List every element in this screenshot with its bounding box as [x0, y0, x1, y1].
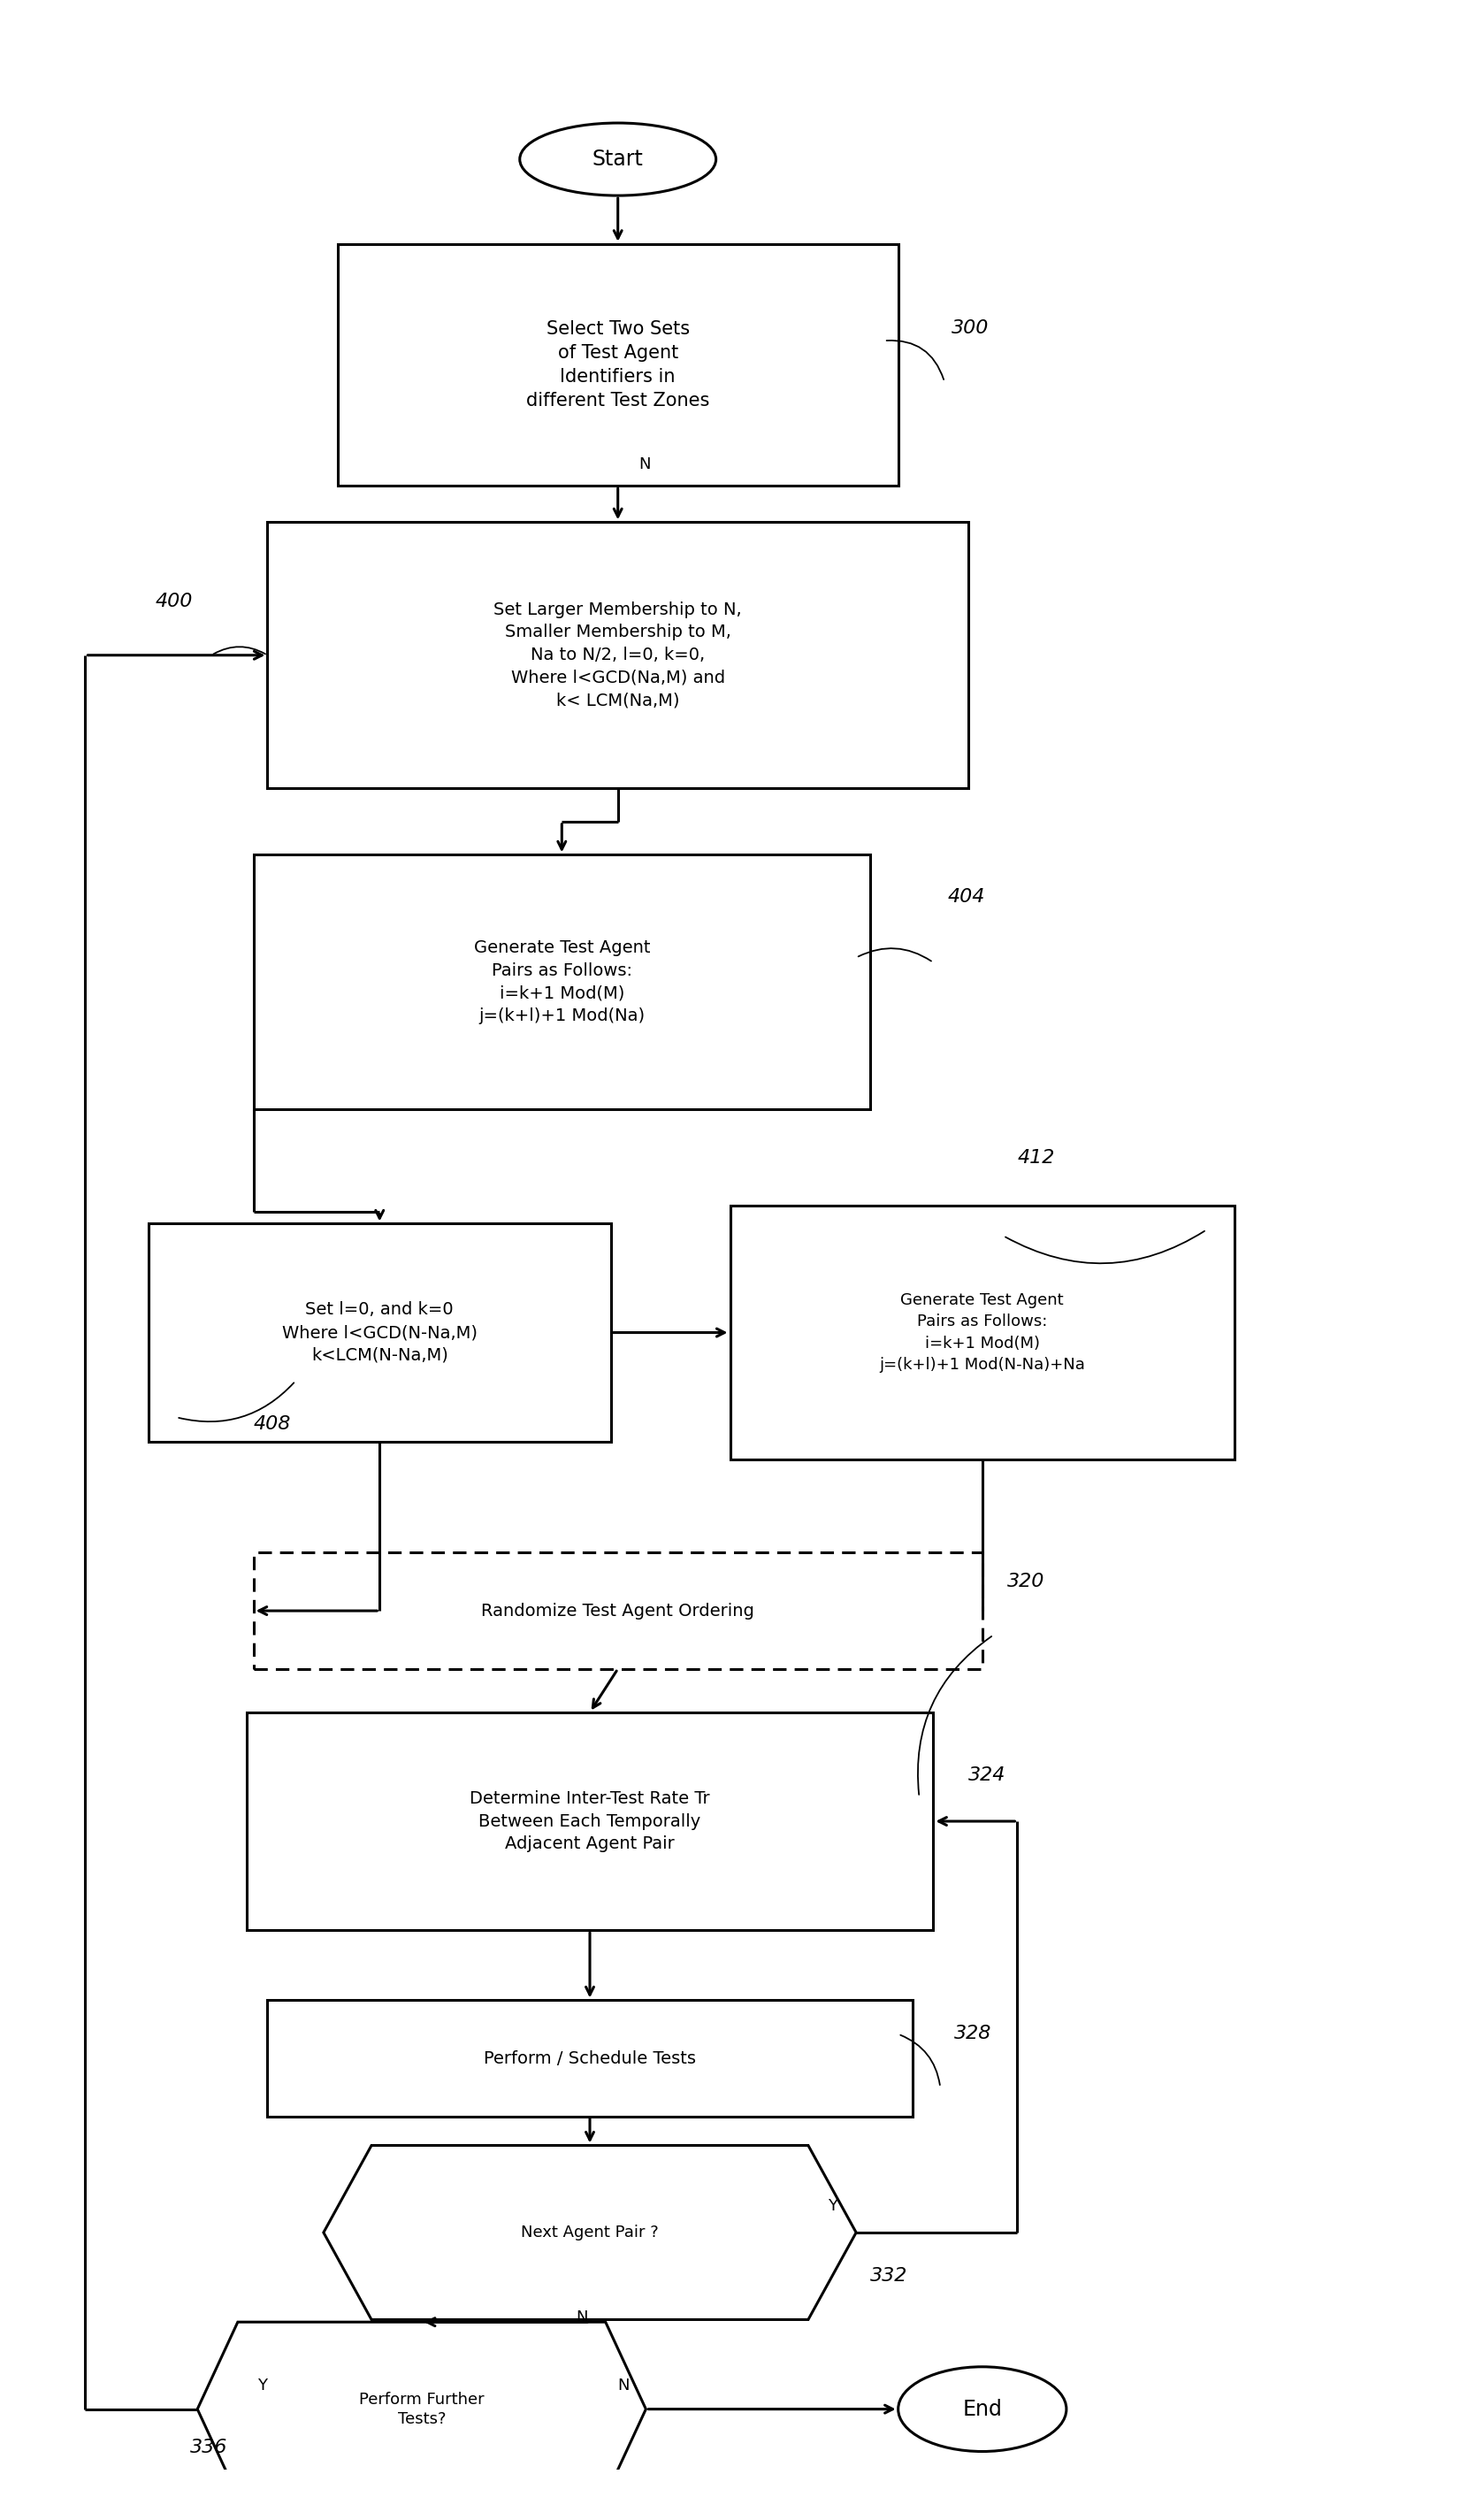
- Text: Select Two Sets
of Test Agent
Identifiers in
different Test Zones: Select Two Sets of Test Agent Identifier…: [526, 320, 710, 411]
- Text: 404: 404: [948, 887, 984, 905]
- Polygon shape: [324, 2145, 856, 2318]
- Text: Randomize Test Agent Ordering: Randomize Test Agent Ordering: [482, 1603, 755, 1620]
- Text: 336: 336: [190, 2439, 228, 2457]
- Text: Start: Start: [593, 149, 644, 169]
- Ellipse shape: [898, 2366, 1066, 2452]
- Polygon shape: [197, 2321, 645, 2497]
- Text: 320: 320: [1007, 1572, 1045, 1590]
- Text: Determine Inter-Test Rate Tr
Between Each Temporally
Adjacent Agent Pair: Determine Inter-Test Rate Tr Between Eac…: [470, 1789, 710, 1852]
- FancyBboxPatch shape: [149, 1225, 610, 1441]
- FancyBboxPatch shape: [730, 1205, 1235, 1459]
- FancyBboxPatch shape: [254, 1552, 983, 1668]
- Ellipse shape: [520, 123, 715, 197]
- Text: 328: 328: [955, 2026, 991, 2044]
- Text: 400: 400: [155, 592, 193, 610]
- FancyBboxPatch shape: [337, 244, 898, 486]
- Text: 300: 300: [952, 320, 988, 338]
- Text: Perform Further
Tests?: Perform Further Tests?: [359, 2391, 485, 2427]
- Text: 408: 408: [254, 1416, 291, 1434]
- Text: Perform / Schedule Tests: Perform / Schedule Tests: [483, 2049, 696, 2066]
- Text: 412: 412: [1018, 1149, 1054, 1167]
- Text: N: N: [575, 2311, 588, 2326]
- Text: End: End: [962, 2399, 1002, 2419]
- Text: Generate Test Agent
Pairs as Follows:
i=k+1 Mod(M)
j=(k+l)+1 Mod(N-Na)+Na: Generate Test Agent Pairs as Follows: i=…: [879, 1293, 1085, 1373]
- Text: Set l=0, and k=0
Where l<GCD(N-Na,M)
k<LCM(N-Na,M): Set l=0, and k=0 Where l<GCD(N-Na,M) k<L…: [282, 1300, 477, 1363]
- FancyBboxPatch shape: [267, 2001, 912, 2117]
- Text: Set Larger Membership to N,
Smaller Membership to M,
Na to N/2, l=0, k=0,
Where : Set Larger Membership to N, Smaller Memb…: [493, 602, 742, 708]
- Text: Y: Y: [257, 2376, 267, 2394]
- Text: 332: 332: [870, 2268, 908, 2286]
- Text: 324: 324: [968, 1767, 1006, 1784]
- FancyBboxPatch shape: [254, 854, 870, 1109]
- FancyBboxPatch shape: [267, 522, 968, 789]
- Text: Y: Y: [828, 2197, 838, 2215]
- Text: N: N: [639, 456, 651, 471]
- Text: Next Agent Pair ?: Next Agent Pair ?: [521, 2225, 658, 2240]
- FancyBboxPatch shape: [247, 1714, 933, 1930]
- Text: N: N: [618, 2376, 629, 2394]
- Text: Generate Test Agent
Pairs as Follows:
i=k+1 Mod(M)
j=(k+l)+1 Mod(Na): Generate Test Agent Pairs as Follows: i=…: [473, 940, 650, 1023]
